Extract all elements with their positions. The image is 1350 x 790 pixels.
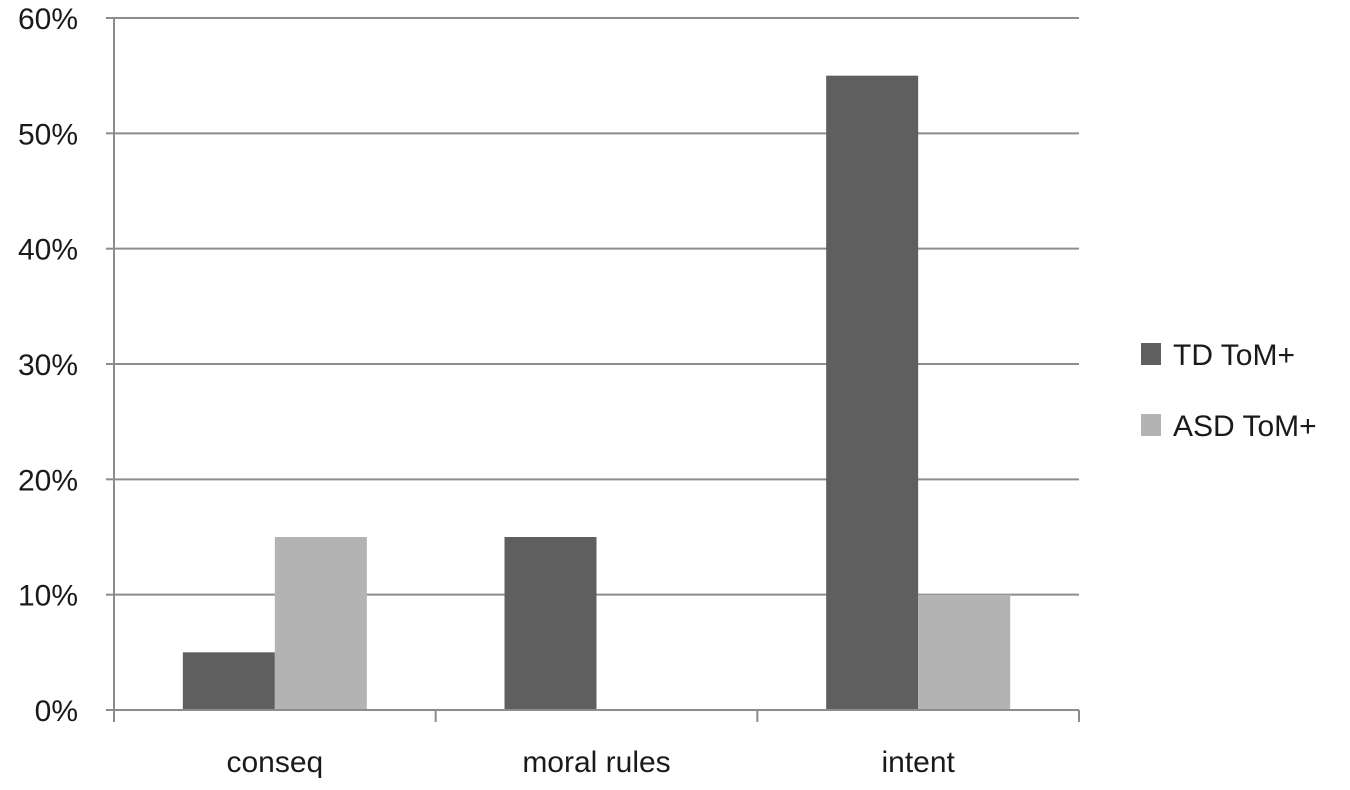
y-tick-label: 0% <box>35 695 78 728</box>
x-tick-labels: conseq moral rules intent <box>226 746 955 779</box>
y-tick-label: 60% <box>18 3 78 36</box>
legend-label: ASD ToM+ <box>1173 410 1317 443</box>
legend-swatch <box>1141 414 1161 436</box>
bar-moral-rules-TD-ToM <box>504 537 597 710</box>
x-tick-label: intent <box>881 746 955 779</box>
axes <box>106 17 1080 722</box>
y-tick-labels: 0% 10% 20% 30% 40% 50% 60% <box>18 3 78 728</box>
y-tick-label: 30% <box>18 349 78 382</box>
x-tick-label: moral rules <box>522 746 670 779</box>
y-tick-label: 20% <box>18 464 78 497</box>
legend-swatch <box>1141 343 1161 365</box>
y-tick-label: 40% <box>18 234 78 267</box>
x-tick-label: conseq <box>226 746 323 779</box>
bars-layer <box>182 75 1011 710</box>
legend: TD ToM+ ASD ToM+ <box>1141 339 1317 443</box>
bar-intent-TD-ToM <box>826 75 919 710</box>
bar-conseq-TD-ToM <box>182 652 275 710</box>
gridlines <box>114 17 1079 596</box>
y-tick-label: 10% <box>18 580 78 613</box>
bar-intent-ASD-ToM <box>918 594 1011 710</box>
legend-label: TD ToM+ <box>1173 339 1295 372</box>
bar-conseq-ASD-ToM <box>274 537 367 710</box>
y-tick-label: 50% <box>18 118 78 151</box>
